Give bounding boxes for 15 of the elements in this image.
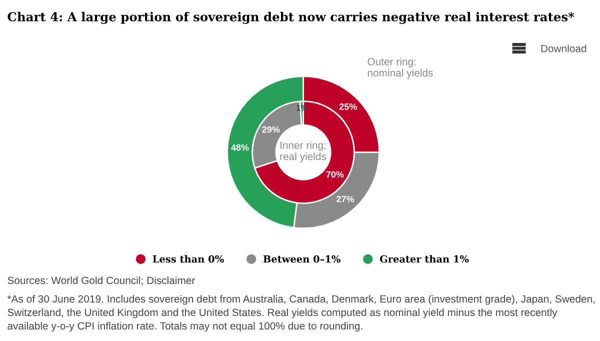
- text: Inner ring: real yields: [280, 141, 326, 162]
- chart-title: Chart 4: A large portion of sovereign debt now carries negative real interest rates*: [8, 12, 574, 24]
- legend-label: Greater than 1%: [380, 255, 469, 263]
- source-note: Sources: World Gold Council; Disclaimer: [8, 276, 195, 286]
- text: *As of 30 June 2019. Includes sovereign debt from Australia, Canada, Denmark, Euro area (investment grade), Japan, Sweden, Switzerland, the United Kingdom and the United States. Real yields computed as nominal yield minus the most recently available y-o-y CPI inflation rate. Totals may not equal 100% due to rounding.: [7, 294, 595, 332]
- legend-label: Between 0–1%: [263, 255, 340, 263]
- text: Outer ring: nominal yields: [368, 58, 433, 79]
- data-label: 1%: [296, 104, 308, 111]
- legend-label: Less than 0%: [152, 255, 224, 263]
- data-label: 29%: [262, 126, 280, 133]
- data-label: 70%: [326, 171, 344, 178]
- data-label: 25%: [339, 103, 357, 110]
- data-label: 27%: [336, 196, 354, 202]
- text: Download: [541, 44, 586, 52]
- data-label: 48%: [231, 144, 249, 151]
